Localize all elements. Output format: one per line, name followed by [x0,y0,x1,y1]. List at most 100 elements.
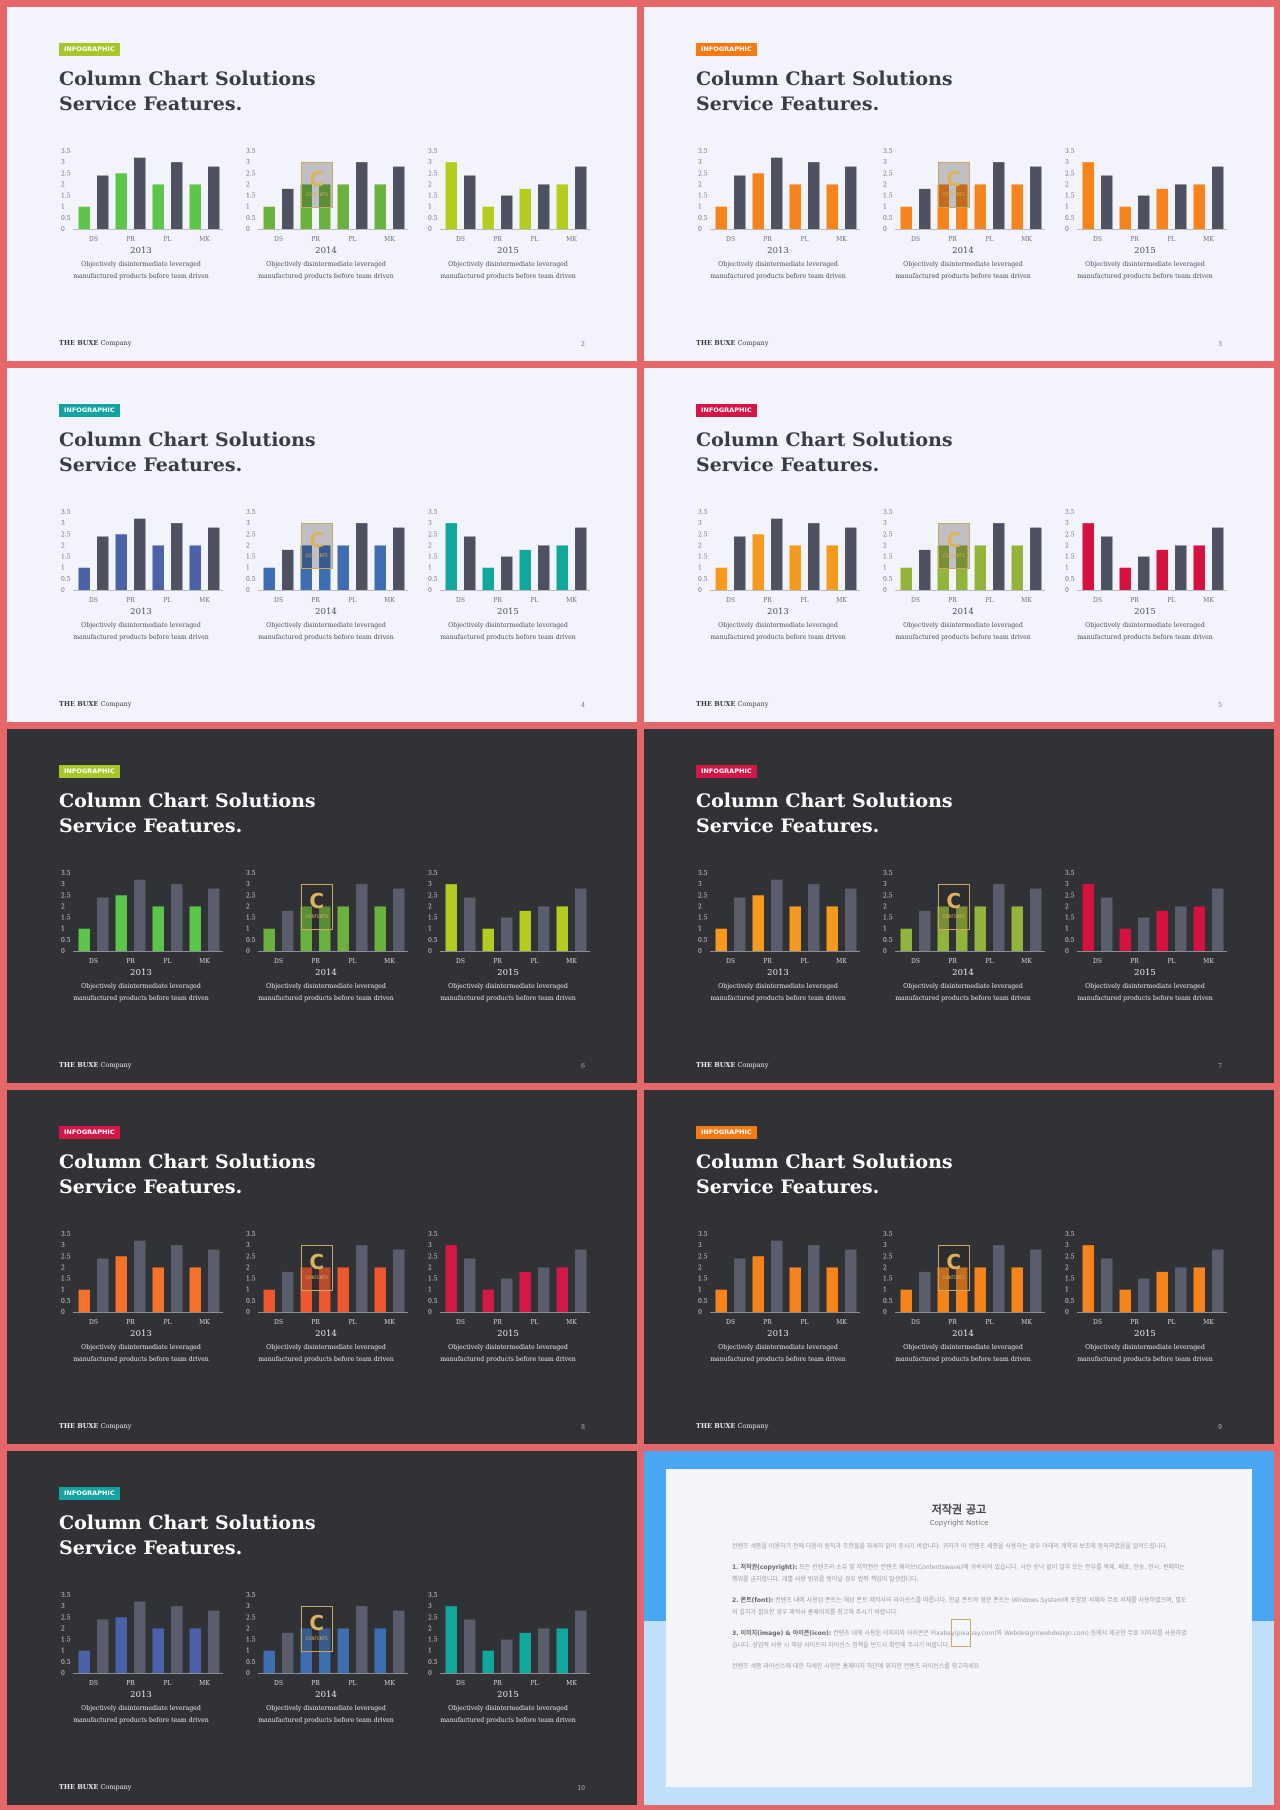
bar-series-7 [845,166,857,229]
y-tick-label: 3.5 [61,1231,71,1238]
y-tick-label: 0.5 [1065,215,1075,222]
chart-description: Objectively disintermediate leveraged man… [51,1342,231,1366]
bar-ds [445,884,457,951]
x-tick-label: PR [493,1319,502,1326]
footer-brand-name: THE BUXE [59,1061,99,1069]
y-tick-label: 0 [61,1670,65,1677]
bar-ds [263,1650,275,1673]
y-tick-label: 2.5 [698,1253,708,1260]
bar-pl [152,1628,164,1673]
bar-chart-2015: 0 0.5 1 1.5 2 2.5 3 3.5 DS PR PL MK 2015 Objectively … [418,869,598,1019]
notice-section-2: 2. 폰트(font): 컨텐츠 내에 사용된 폰트는 해당 폰트 제작사의 라… [732,1595,1188,1619]
x-tick-label: PL [530,597,538,604]
bar-pl [519,1632,531,1673]
y-tick-label: 1.5 [698,1276,708,1283]
y-tick-label: 3 [428,520,432,527]
y-tick-label: 0 [246,948,250,955]
bar-ds [263,206,275,229]
y-tick-label: 0 [883,948,887,955]
bar-series-5 [356,1245,368,1312]
bar-chart-2014: 0 0.5 1 1.5 2 2.5 3 3.5 DS PR PL MK C CONTENTS 2014 Obj… [873,869,1053,1019]
slide-title: Column Chart Solutions Service Features. [696,1150,953,1200]
y-tick-label: 3.5 [883,148,893,155]
y-tick-label: 0.5 [883,576,893,583]
bar-series-7 [208,888,220,951]
chart-description-line-1: Objectively disintermediate leveraged [81,261,201,268]
chart-description-line-1: Objectively disintermediate leveraged [903,1344,1023,1351]
bar-ds [900,567,912,590]
x-tick-label: PL [1167,1319,1175,1326]
x-tick-label: MK [1021,236,1032,243]
footer-brand-name: THE BUXE [696,339,736,347]
x-tick-label: PR [493,236,502,243]
bar-series-3 [134,1601,146,1673]
bar-mk [556,184,568,229]
x-tick-label: PR [763,236,772,243]
bar-chart-2014: 0 0.5 1 1.5 2 2.5 3 3.5 DS PR PL MK C CONTENTS 2014 Obj… [236,147,416,297]
chart-description: Objectively disintermediate leveraged man… [418,1342,598,1366]
footer-brand: THE BUXE Company [59,339,131,347]
chart-year-label: 2013 [767,1329,789,1339]
chart-row: 0 0.5 1 1.5 2 2.5 3 3.5 DS PR PL MK 2013 Objectively … [644,869,1274,1019]
watermark-letter: C [946,528,962,552]
bar-chart-2014: 0 0.5 1 1.5 2 2.5 3 3.5 DS PR PL MK C CONTENTS 2014 Obj… [236,508,416,658]
slide-title-line-2: Service Features. [696,815,880,837]
bar-series-5 [808,162,820,229]
watermark-letter: C [309,889,325,913]
bar-series-5 [1175,184,1187,229]
y-tick-label: 2 [246,903,250,910]
y-tick-label: 0.5 [428,576,438,583]
x-tick-label: DS [1093,1319,1102,1326]
y-tick-label: 1.5 [883,915,893,922]
bar-pl [337,545,349,590]
bar-series-1 [734,536,746,590]
x-tick-label: PR [948,236,957,243]
infographic-badge: INFOGRAPHIC [59,765,120,778]
bar-series-5 [808,523,820,590]
bar-chart-svg: 0 0.5 1 1.5 2 2.5 3 3.5 DS PR PL MK [883,509,1045,604]
y-tick-label: 0.5 [246,576,256,583]
notice-body: 컨텐츠 세종을 이용하기 전에 다음의 원칙과 조항들을 자세히 읽어 주시기 … [732,1541,1188,1682]
chart-year-label: 2014 [952,1329,974,1339]
y-tick-label: 3 [428,881,432,888]
notice-title: 저작권 공고 [931,1503,987,1516]
bar-pr [937,545,949,590]
chart-year-label: 2014 [315,968,337,978]
slide-4: INFOGRAPHIC Column Chart Solutions Service… [7,368,637,722]
watermark-logo-icon: C CONTENTS [300,523,333,569]
y-tick-label: 0 [428,1670,432,1677]
notice-section-2-head: 2. 폰트(font): [732,1597,774,1604]
bar-ds [715,1289,727,1312]
bar-mk [374,545,386,590]
y-tick-label: 1.5 [883,1276,893,1283]
bar-series-7 [393,166,405,229]
footer-company: Company [100,1783,132,1791]
y-tick-label: 1.5 [428,554,438,561]
slide-title-line-1: Column Chart Solutions [59,790,316,812]
slide-title-line-1: Column Chart Solutions [696,1151,953,1173]
y-tick-label: 1 [428,565,432,572]
chart-description-line-2: manufactured products before team driven [895,1356,1031,1363]
bar-pl [337,906,349,951]
bar-mk [1193,184,1205,229]
y-tick-label: 3.5 [246,509,256,516]
x-tick-label: PL [348,1680,356,1687]
x-tick-label: PR [493,958,502,965]
x-tick-label: PR [493,1680,502,1687]
bar-series-3 [501,1639,513,1673]
y-tick-label: 2.5 [61,892,71,899]
bar-series-1 [282,1632,294,1673]
bar-chart-svg: 0 0.5 1 1.5 2 2.5 3 3.5 DS PR PL MK [428,1231,590,1326]
infographic-badge: INFOGRAPHIC [59,404,120,417]
x-tick-label: MK [1203,1319,1214,1326]
y-tick-label: 1 [698,204,702,211]
y-tick-label: 3.5 [698,1231,708,1238]
bar-chart-2013: 0 0.5 1 1.5 2 2.5 3 3.5 DS PR PL MK 2013 Objectively … [688,1230,868,1380]
bar-chart-2015: 0 0.5 1 1.5 2 2.5 3 3.5 DS PR PL MK 2015 Objectively … [418,508,598,658]
y-tick-label: 2 [428,542,432,549]
y-tick-label: 0.5 [428,1659,438,1666]
chart-description-line-2: manufactured products before team driven [1077,273,1213,280]
bar-series-5 [538,545,550,590]
y-tick-label: 1.5 [698,915,708,922]
y-tick-label: 0 [246,587,250,594]
